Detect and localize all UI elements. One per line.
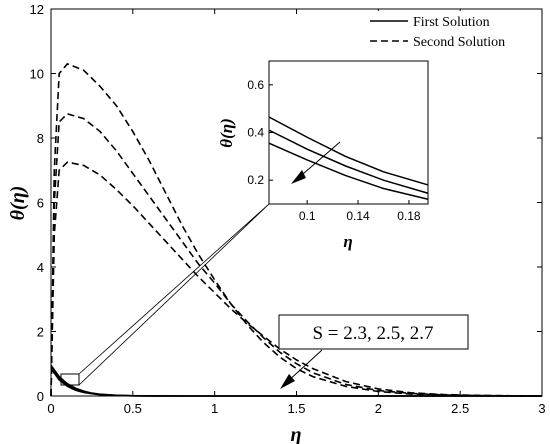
inset-series-line-1 — [268, 129, 429, 194]
y-tick-label: 12 — [30, 2, 44, 17]
inset-arrow — [291, 141, 341, 184]
y-tick-label: 6 — [37, 196, 44, 211]
x-tick-label: 1.5 — [287, 401, 305, 416]
inset-x-axis-label: η — [343, 232, 352, 251]
inset-y-axis-label: θ(η) — [217, 118, 236, 147]
x-tick-label: 2 — [375, 401, 382, 416]
y-axis-label: θ(η) — [7, 186, 29, 221]
connector-line-bottom — [78, 203, 270, 386]
y-tick-label: 0 — [37, 389, 44, 404]
x-tick-label: 3 — [538, 401, 545, 416]
x-tick-label: 0.5 — [124, 401, 142, 416]
legend-label-second: Second Solution — [413, 35, 505, 50]
zoom-region-box — [60, 373, 80, 386]
x-axis-label: η — [291, 424, 302, 444]
legend-box — [365, 11, 540, 54]
annotation-text: S = 2.3, 2.5, 2.7 — [312, 323, 433, 344]
x-tick-label: 1 — [211, 401, 218, 416]
series-line-second-solution-2 — [50, 161, 543, 397]
series-line-first-solution-5 — [50, 368, 542, 397]
x-tick-label: 0 — [47, 401, 54, 416]
annotation-arrow — [280, 349, 323, 389]
inset-y-tick-label: 0.6 — [247, 78, 264, 92]
inset-series-line-0 — [268, 116, 429, 186]
legend-label-first: First Solution — [413, 15, 490, 30]
legend: First Solution Second Solution — [365, 11, 540, 54]
inset-series-line-2 — [268, 142, 429, 200]
inset-y-tick-label: 0.4 — [247, 126, 264, 140]
x-tick-label: 2.5 — [451, 401, 469, 416]
y-tick-label: 4 — [37, 260, 44, 275]
series-line-second-solution-0 — [50, 62, 543, 397]
inset-x-tick-label: 0.14 — [346, 209, 370, 223]
y-tick-label: 8 — [37, 131, 44, 146]
inset-x-tick-label: 0.18 — [397, 209, 421, 223]
series-line-second-solution-1 — [50, 112, 543, 397]
y-tick-label: 10 — [30, 67, 44, 82]
inset-y-tick-label: 0.2 — [247, 173, 264, 187]
connector-line-top — [78, 203, 270, 375]
inset-x-tick-label: 0.1 — [299, 209, 316, 223]
y-tick-label: 2 — [37, 325, 44, 340]
annotation-box — [278, 314, 469, 350]
